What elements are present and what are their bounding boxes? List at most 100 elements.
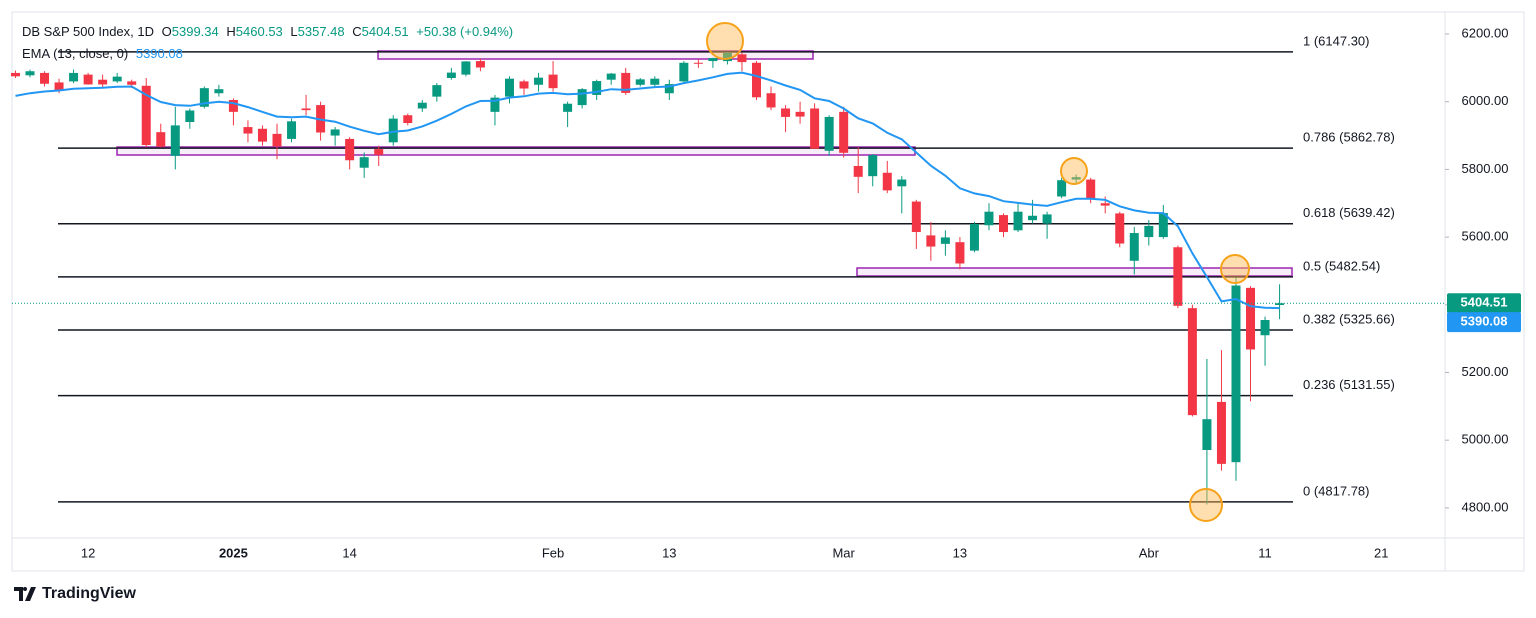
candle-body bbox=[461, 61, 471, 75]
candle-body bbox=[1275, 303, 1285, 306]
ema-line bbox=[15, 71, 1280, 310]
candle-body bbox=[403, 115, 413, 124]
candle-body bbox=[984, 211, 994, 226]
candle-body bbox=[1216, 401, 1226, 464]
candle-body bbox=[359, 157, 369, 168]
candle-body bbox=[911, 201, 921, 233]
fib-label: 1 (6147.30) bbox=[1303, 33, 1370, 48]
candle-body bbox=[1071, 177, 1081, 180]
candle-body bbox=[475, 61, 485, 68]
candle-body bbox=[83, 74, 93, 85]
fib-label: 0.786 (5862.78) bbox=[1303, 130, 1395, 145]
candle-body bbox=[10, 72, 20, 77]
candle-body bbox=[1231, 285, 1241, 463]
fib-label: 0.236 (5131.55) bbox=[1303, 377, 1395, 392]
candle-body bbox=[330, 129, 340, 136]
candle-body bbox=[693, 62, 703, 64]
highlight-circle bbox=[1060, 157, 1088, 185]
candle-body bbox=[737, 54, 747, 63]
candle-body bbox=[795, 111, 805, 117]
candle-body bbox=[25, 71, 35, 76]
x-tick-label: 13 bbox=[662, 545, 676, 560]
candle-body bbox=[1260, 320, 1270, 336]
candle-body bbox=[257, 128, 267, 142]
plot-area bbox=[10, 50, 1445, 505]
indicator-value: 5390.08 bbox=[136, 46, 183, 61]
candle-body bbox=[490, 97, 500, 112]
candle-body bbox=[1187, 308, 1197, 416]
frame bbox=[11, 11, 1525, 572]
ohlc-label: C bbox=[352, 24, 361, 39]
candle-body bbox=[54, 82, 64, 91]
candle-body bbox=[345, 138, 355, 161]
ohlc-label: O bbox=[162, 24, 172, 39]
candle-body bbox=[722, 52, 732, 62]
candle-body bbox=[1028, 215, 1038, 221]
zone bbox=[856, 267, 1293, 277]
fib-label: 0 (4817.78) bbox=[1303, 483, 1370, 498]
candle-body bbox=[1013, 211, 1023, 231]
brand-name: TradingView bbox=[42, 585, 136, 602]
x-tick-label: 12 bbox=[81, 545, 95, 560]
candle-body bbox=[156, 132, 166, 147]
candle-body bbox=[882, 172, 892, 191]
candle-body bbox=[446, 72, 456, 79]
candle-body bbox=[853, 166, 863, 177]
ohlc-label: H bbox=[226, 24, 235, 39]
candle-body bbox=[577, 89, 587, 106]
candle-body bbox=[98, 79, 108, 85]
indicator-name: EMA (13, close, 0) bbox=[22, 46, 128, 61]
candle-body bbox=[868, 155, 878, 177]
candle-body bbox=[999, 215, 1009, 233]
candle-body bbox=[969, 223, 979, 251]
candle-body bbox=[432, 85, 442, 97]
candle-body bbox=[170, 125, 180, 156]
y-tick-label: 5800.00 bbox=[1462, 161, 1509, 176]
y-tick-label: 6000.00 bbox=[1462, 93, 1509, 108]
candle-body bbox=[635, 79, 645, 85]
x-tick-label: 14 bbox=[342, 545, 356, 560]
candle-body bbox=[534, 77, 544, 85]
x-tick-label: Abr bbox=[1139, 545, 1160, 560]
candle-body bbox=[1129, 233, 1139, 261]
candle-body bbox=[504, 78, 514, 97]
candle-body bbox=[374, 149, 384, 155]
brand-logo bbox=[14, 587, 36, 601]
candle-body bbox=[751, 62, 761, 98]
candle-body bbox=[141, 85, 151, 146]
candle-body bbox=[519, 81, 529, 89]
candle-body bbox=[1086, 179, 1096, 200]
price-tag-label: 5404.51 bbox=[1461, 295, 1508, 310]
candle-body bbox=[388, 118, 398, 143]
candle-body bbox=[766, 93, 776, 108]
y-tick-label: 5600.00 bbox=[1462, 229, 1509, 244]
candle-body bbox=[272, 133, 282, 147]
fib-label: 0.5 (5482.54) bbox=[1303, 258, 1380, 273]
candle-body bbox=[592, 81, 602, 95]
x-tick-label: 21 bbox=[1374, 545, 1388, 560]
candle-body bbox=[548, 74, 558, 89]
price-tag bbox=[1447, 293, 1521, 314]
y-tick-label: 5200.00 bbox=[1462, 364, 1509, 379]
open-value: 5399.34 bbox=[172, 24, 219, 39]
indicator-line: EMA (13, close, 0) 5390.08 bbox=[22, 46, 183, 61]
candle-body bbox=[243, 127, 253, 134]
ema-tag bbox=[1447, 312, 1521, 333]
candle-body bbox=[228, 100, 238, 112]
candle-body bbox=[940, 237, 950, 244]
candle-body bbox=[287, 121, 297, 139]
y-tick-label: 4800.00 bbox=[1462, 499, 1509, 514]
candle-body bbox=[810, 108, 820, 149]
candle-body bbox=[621, 72, 631, 93]
x-tick-label: 13 bbox=[953, 545, 967, 560]
highlight-circle bbox=[1189, 488, 1223, 522]
zone bbox=[377, 50, 814, 60]
candle-body bbox=[839, 111, 849, 153]
low-value: 5357.48 bbox=[298, 24, 345, 39]
x-tick-label: Mar bbox=[832, 545, 855, 560]
candle-body bbox=[417, 102, 427, 109]
x-tick-label: Feb bbox=[542, 545, 564, 560]
candle-body bbox=[127, 81, 137, 85]
candle-body bbox=[897, 179, 907, 187]
